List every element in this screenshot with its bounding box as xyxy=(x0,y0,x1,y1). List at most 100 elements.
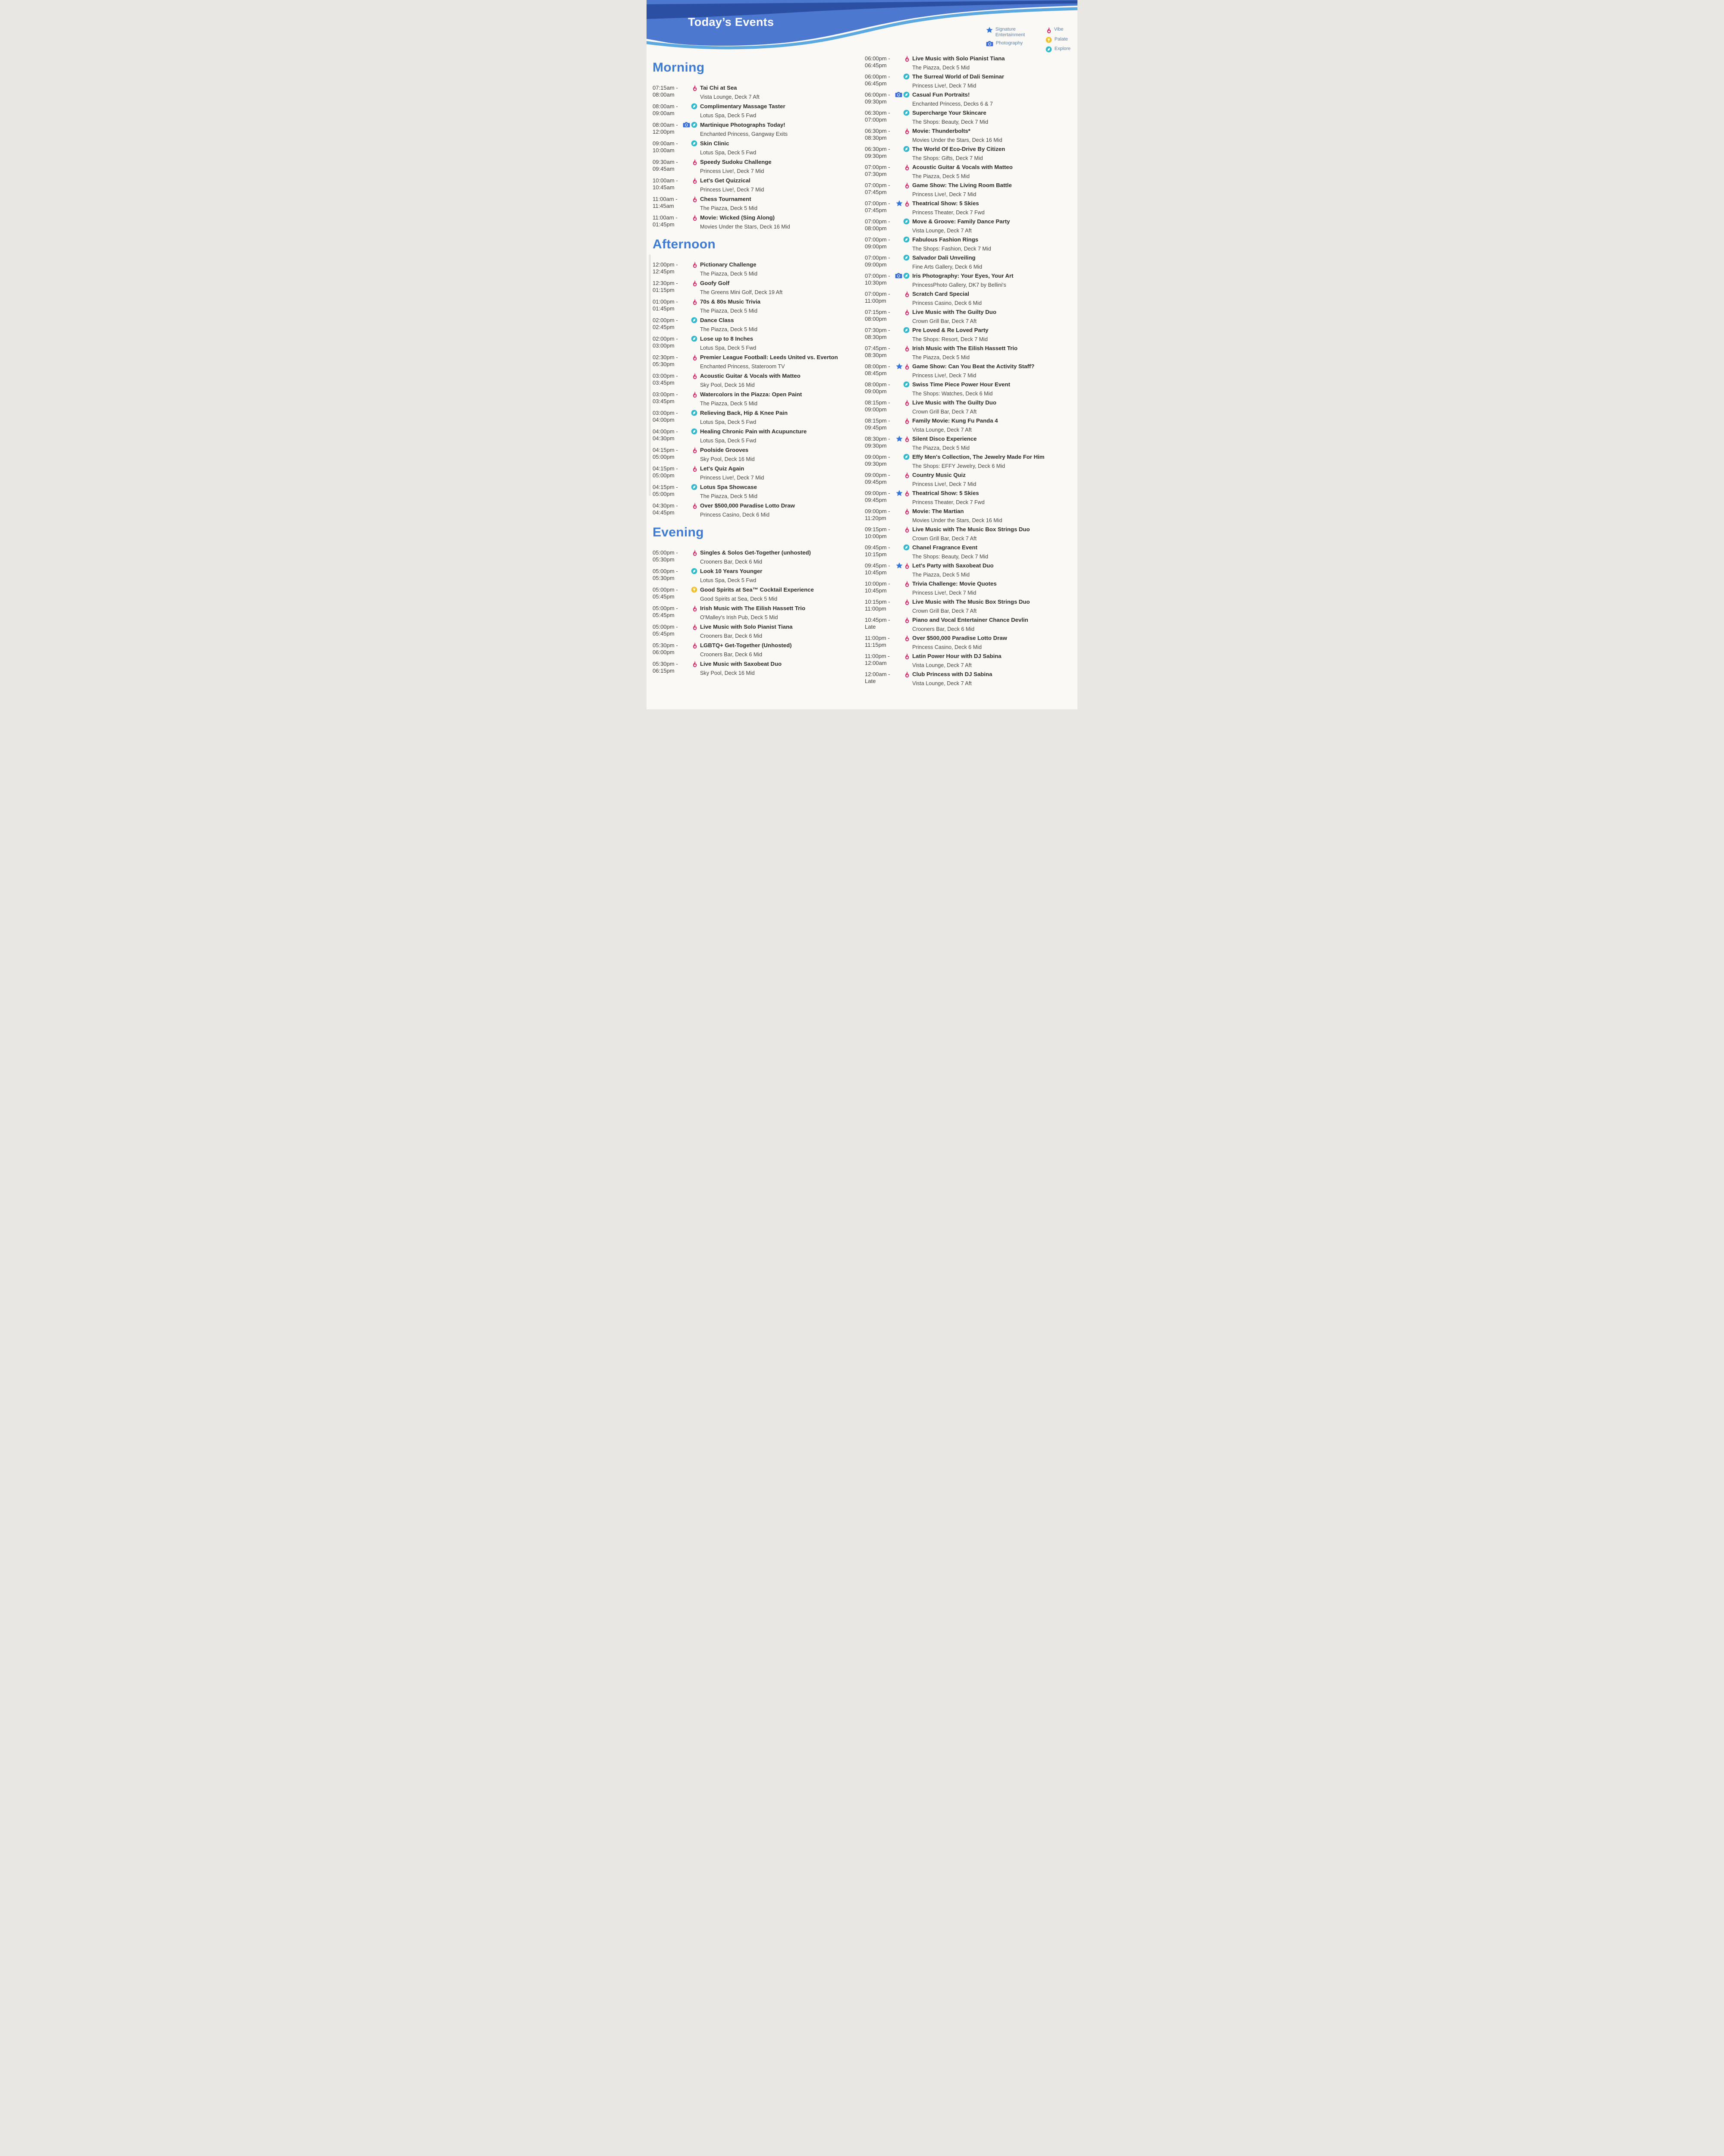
event-title: Irish Music with The Eilish Hassett Trio xyxy=(700,605,806,611)
vibe-flame-icon xyxy=(905,617,909,624)
event-end-time: 11:15pm xyxy=(865,641,886,648)
event-location: Lotus Spa, Deck 5 Fwd xyxy=(700,419,757,425)
vibe-flame-icon xyxy=(905,562,909,569)
vibe-flame-icon xyxy=(693,159,697,166)
event-row: 07:00pm -07:45pm Game Show: The Living Ro… xyxy=(865,182,1075,198)
event-row: 07:00pm -07:45pm Theatrical Show: 5 Skies… xyxy=(865,200,1075,216)
event-row: 05:30pm -06:15pm Live Music with Saxobeat… xyxy=(653,661,860,677)
vibe-flame-icon xyxy=(693,85,697,91)
event-time: 08:00am -09:00am xyxy=(653,103,680,119)
event-row: 07:00pm -08:00pm Move & Groove: Family Da… xyxy=(865,218,1075,234)
event-row: 09:30am -09:45am Speedy Sudoku Challenge P… xyxy=(653,159,860,175)
event-end-time: 09:30pm xyxy=(865,442,887,449)
event-start-time: 08:00pm - xyxy=(865,381,890,388)
event-time: 07:45pm -08:30pm xyxy=(865,345,892,361)
event-details: Piano and Vocal Entertainer Chance Devli… xyxy=(912,617,1075,633)
event-details: Let's Get Quizzical Princess Live!, Deck … xyxy=(700,177,860,193)
event-location: The Greens Mini Golf, Deck 19 Aft xyxy=(700,289,783,295)
event-category-icons xyxy=(892,436,912,451)
event-title: Let's Quiz Again xyxy=(700,465,744,472)
event-row: 09:15pm -10:00pm Live Music with The Musi… xyxy=(865,526,1075,542)
event-end-time: 10:15pm xyxy=(865,551,887,558)
event-time: 07:00pm -10:30pm xyxy=(865,273,892,288)
event-end-time: 05:45pm xyxy=(653,611,675,618)
event-start-time: 12:30pm - xyxy=(653,280,678,286)
event-category-icons xyxy=(892,291,912,307)
event-row: 12:30pm -01:15pm Goofy Golf The Greens Min… xyxy=(653,280,860,296)
event-category-icons xyxy=(680,280,700,296)
event-title: Chanel Fragrance Event xyxy=(912,544,977,551)
event-title: Pre Loved & Re Loved Party xyxy=(912,327,989,333)
event-category-icons xyxy=(892,508,912,524)
vibe-flame-icon xyxy=(1047,27,1051,34)
event-time: 06:30pm -09:30pm xyxy=(865,146,892,162)
event-row: 05:00pm -05:45pm Irish Music with The Eil… xyxy=(653,605,860,621)
event-end-time: 06:45pm xyxy=(865,80,887,87)
event-time: 09:00am -10:00am xyxy=(653,140,680,156)
event-location: Enchanted Princess, Decks 6 & 7 xyxy=(912,101,993,107)
event-category-icons xyxy=(680,122,700,138)
event-location: The Piazza, Deck 5 Mid xyxy=(700,326,757,332)
event-details: Live Music with The Music Box Strings Du… xyxy=(912,599,1075,614)
event-title: Irish Music with The Eilish Hassett Trio xyxy=(912,345,1018,351)
signature-star-icon xyxy=(896,200,903,207)
event-location: O'Malley's Irish Pub, Deck 5 Mid xyxy=(700,614,778,620)
explore-compass-icon xyxy=(903,110,910,116)
event-time: 07:00pm -07:45pm xyxy=(865,200,892,216)
event-location: Vista Lounge, Deck 7 Aft xyxy=(912,680,972,686)
event-category-icons xyxy=(892,417,912,433)
event-time: 03:00pm -03:45pm xyxy=(653,373,680,389)
event-start-time: 06:00pm - xyxy=(865,73,890,80)
event-location: The Piazza, Deck 5 Mid xyxy=(700,493,757,499)
vibe-flame-icon xyxy=(693,465,697,472)
event-time: 10:15pm -11:00pm xyxy=(865,599,892,614)
event-category-icons xyxy=(680,642,700,658)
page-title: Today’s Events xyxy=(688,16,774,28)
event-category-icons xyxy=(892,363,912,379)
event-location: Sky Pool, Deck 16 Mid xyxy=(700,670,755,676)
event-category-icons xyxy=(892,146,912,162)
explore-compass-icon xyxy=(691,335,697,342)
explore-compass-icon xyxy=(903,146,910,152)
explore-compass-icon xyxy=(903,327,910,333)
event-row: 05:00pm -05:30pm Singles & Solos Get-Toge… xyxy=(653,549,860,565)
event-row: 06:30pm -07:00pm Supercharge Your Skincar… xyxy=(865,110,1075,125)
event-location: Princess Live!, Deck 7 Mid xyxy=(700,475,764,481)
event-time: 04:15pm -05:00pm xyxy=(653,447,680,463)
event-title: The Surreal World of Dali Seminar xyxy=(912,73,1005,80)
event-category-icons xyxy=(680,140,700,156)
event-time: 04:15pm -05:00pm xyxy=(653,484,680,500)
vibe-flame-icon xyxy=(905,671,909,678)
event-title: Good Spirits at Sea™ Cocktail Experience xyxy=(700,586,814,593)
event-row: 08:15pm -09:00pm Live Music with The Guil… xyxy=(865,399,1075,415)
event-category-icons xyxy=(892,580,912,596)
event-start-time: 09:00pm - xyxy=(865,454,890,460)
event-start-time: 07:30pm - xyxy=(865,327,890,333)
event-time: 07:00pm -11:00pm xyxy=(865,291,892,307)
event-row: 09:45pm -10:15pm Chanel Fragrance Event Th… xyxy=(865,544,1075,560)
explore-compass-icon xyxy=(903,236,910,243)
event-location: The Shops: Beauty, Deck 7 Mid xyxy=(912,554,989,560)
vibe-flame-icon xyxy=(693,280,697,287)
photography-camera-icon xyxy=(683,122,690,128)
event-details: Acoustic Guitar & Vocals with Matteo Sky … xyxy=(700,373,860,389)
event-title: Live Music with The Music Box Strings Du… xyxy=(912,526,1030,533)
vibe-flame-icon xyxy=(905,399,909,406)
event-time: 09:00pm -09:45pm xyxy=(865,472,892,488)
event-row: 08:00pm -08:45pm Game Show: Can You Beat … xyxy=(865,363,1075,379)
event-location: Good Spirits at Sea, Deck 5 Mid xyxy=(700,596,778,602)
event-row: 07:30pm -08:30pm Pre Loved & Re Loved Par… xyxy=(865,327,1075,343)
event-title: Look 10 Years Younger xyxy=(700,568,763,574)
event-details: Live Music with Solo Pianist Tiana Croone… xyxy=(700,624,860,639)
event-details: Movie: Thunderbolts* Movies Under the Sta… xyxy=(912,128,1075,144)
event-location: Fine Arts Gallery, Deck 6 Mid xyxy=(912,264,983,270)
vibe-flame-icon xyxy=(693,354,697,361)
legend-label-signature: Signature Entertainment xyxy=(995,27,1025,38)
event-location: Princess Casino, Deck 6 Mid xyxy=(912,300,982,306)
event-start-time: 07:00pm - xyxy=(865,200,890,207)
event-row: 09:45pm -10:45pm Let's Party with Saxobea… xyxy=(865,562,1075,578)
event-row: 07:00pm -07:30pm Acoustic Guitar & Vocals… xyxy=(865,164,1075,180)
event-location: Crown Grill Bar, Deck 7 Aft xyxy=(912,409,977,415)
event-time: 04:00pm -04:30pm xyxy=(653,428,680,444)
event-end-time: 05:30pm xyxy=(653,360,675,367)
